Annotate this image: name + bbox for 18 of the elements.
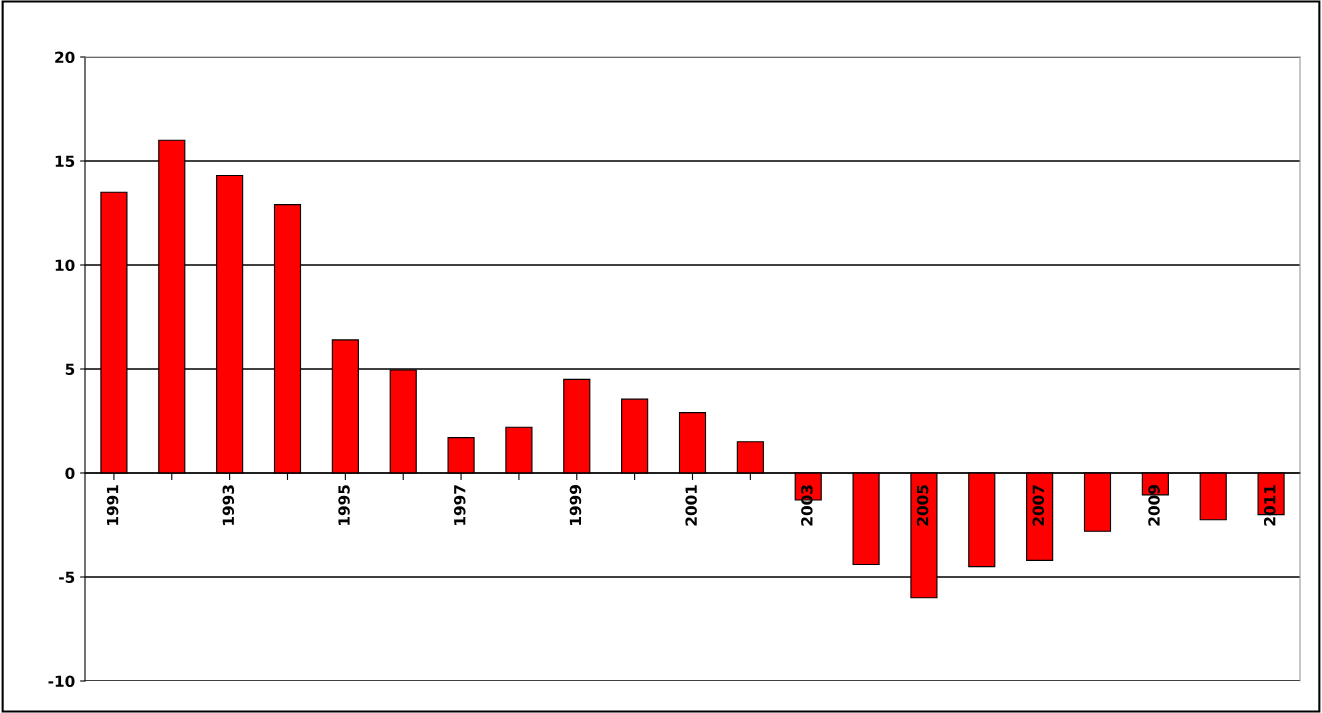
y-tick-label: 10	[55, 259, 75, 272]
x-tick-label: 2005	[916, 485, 929, 526]
x-tick-label: 1999	[569, 485, 582, 525]
y-tick-label: 15	[55, 155, 75, 168]
x-tick-label: 2001	[685, 485, 697, 526]
x-tick-label: 1995	[338, 485, 350, 525]
x-tick-label: 2007	[1032, 485, 1045, 526]
x-tick-label: 2009	[1148, 485, 1160, 526]
y-tick-label: -10	[48, 675, 75, 688]
x-tick-label: 1991	[106, 485, 119, 525]
y-tick-label: -5	[59, 571, 75, 584]
y-tick-label: 5	[65, 363, 75, 376]
x-tick-label: 2011	[1263, 485, 1276, 526]
x-tick-label: 1993	[222, 485, 235, 525]
y-tick-label: 20	[55, 51, 75, 64]
y-tick-label: 0	[65, 467, 75, 480]
x-tick-label: 1997	[453, 485, 466, 525]
x-tick-label: 2003	[801, 485, 813, 526]
